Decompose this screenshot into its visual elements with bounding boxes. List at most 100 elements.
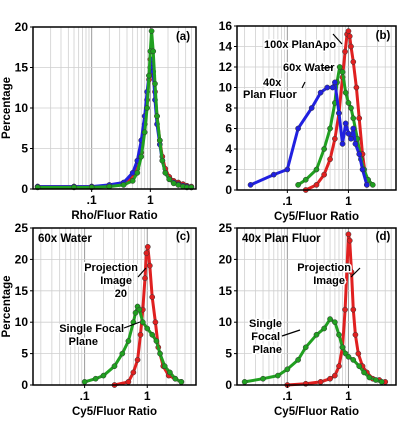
data-point — [148, 28, 155, 34]
y-tick-label: 0 — [225, 183, 232, 197]
data-point — [353, 84, 360, 91]
data-point — [342, 120, 349, 127]
data-point — [162, 169, 169, 176]
data-point — [329, 84, 336, 91]
data-point — [295, 357, 301, 363]
annotation-label: Single — [249, 318, 282, 330]
data-point — [359, 166, 366, 173]
annotation-label: 20 — [115, 288, 127, 300]
data-point — [345, 353, 352, 360]
data-point — [295, 125, 301, 132]
panel-title: 60x Water — [38, 233, 92, 245]
x-tick-label: .1 — [80, 389, 90, 403]
y-tick-label: 15 — [219, 284, 233, 298]
x-axis-label: Rho/Fluor Ratio — [71, 210, 157, 222]
leader-line — [332, 33, 343, 45]
data-point — [317, 379, 324, 385]
y-tick-label: 8 — [225, 101, 232, 115]
x-axis-label: Cy5/Fluor Ratio — [274, 406, 359, 418]
data-point — [136, 306, 143, 313]
data-point — [144, 243, 151, 250]
data-point — [130, 369, 137, 376]
y-tick-label: 6 — [225, 122, 232, 136]
data-point — [142, 275, 148, 282]
x-tick-label: .1 — [282, 194, 292, 208]
panel-b: 0 2 4 6 8 10 12 14 16 .1 1 Cy5/Fluor Ratio (b) 100x P… — [219, 19, 397, 223]
y-tick-label: 12 — [219, 60, 233, 74]
y-tick-label: 4 — [225, 142, 232, 156]
annotation-label: Plane — [253, 344, 282, 356]
data-point — [344, 262, 350, 269]
panel-label: (c) — [176, 231, 190, 243]
data-point — [152, 80, 158, 87]
data-point — [125, 379, 132, 385]
data-point — [363, 182, 370, 188]
data-point — [332, 372, 338, 379]
annotation-label: Projection — [297, 262, 351, 274]
data-point — [138, 153, 145, 160]
y-tick-label: 10 — [15, 101, 29, 115]
data-point — [345, 231, 352, 238]
data-point — [348, 105, 354, 111]
leader-line — [350, 267, 361, 278]
x-tick-label: 1 — [144, 389, 151, 403]
panel-label: (d) — [376, 231, 391, 243]
data-point — [241, 379, 248, 385]
plot-frame — [236, 227, 397, 386]
data-point — [348, 269, 355, 275]
y-tick-label: 15 — [15, 61, 29, 75]
data-point — [345, 100, 352, 106]
data-point — [152, 319, 159, 326]
annotation-label: Single Focal — [59, 323, 124, 335]
panel-label: (a) — [176, 31, 190, 43]
y-axis-label: Percentage — [1, 77, 13, 139]
annotation-label: 100x PlanApo — [264, 39, 336, 51]
annotation-label: Image — [100, 275, 132, 287]
data-point — [129, 178, 136, 184]
data-point — [346, 33, 353, 40]
data-point — [178, 379, 185, 385]
y-tick-label: 0 — [21, 378, 28, 392]
data-point — [156, 137, 163, 144]
y-tick-label: 0 — [21, 182, 28, 196]
data-point — [339, 69, 346, 75]
y-tick-label: 5 — [21, 347, 28, 361]
annotation-label: Image — [313, 275, 345, 287]
y-tick-label: 20 — [219, 252, 233, 266]
y-tick-label: 10 — [219, 315, 233, 329]
y-tick-label: 2 — [225, 163, 232, 177]
y-tick-label: 14 — [219, 40, 233, 54]
data-point — [146, 72, 152, 79]
data-point — [157, 350, 163, 357]
data-point — [366, 374, 373, 381]
data-point — [153, 338, 160, 344]
x-tick-label: .1 — [87, 193, 97, 207]
y-tick-label: 15 — [15, 284, 29, 298]
data-point — [327, 156, 333, 163]
data-point — [317, 89, 324, 96]
y-tick-label: 16 — [219, 19, 233, 33]
data-point — [132, 309, 139, 316]
data-point — [342, 306, 348, 313]
annotation-label: Plan Fluor — [243, 89, 298, 101]
data-point — [284, 166, 291, 173]
data-point — [161, 363, 168, 370]
data-point — [321, 146, 327, 152]
y-tick-label: 5 — [225, 347, 232, 361]
data-point — [324, 84, 331, 91]
data-point — [356, 151, 363, 157]
data-point — [144, 105, 150, 111]
data-point — [346, 237, 353, 244]
data-point — [154, 113, 160, 119]
x-tick-label: 1 — [345, 389, 352, 403]
annotation-label: Plane — [69, 336, 98, 348]
annotation-label: 60x Water — [283, 62, 335, 74]
data-point — [352, 141, 359, 147]
data-point — [369, 182, 376, 188]
data-point — [159, 157, 166, 164]
data-point — [313, 182, 320, 188]
data-point — [332, 79, 338, 86]
data-point — [302, 344, 309, 351]
leader-line — [321, 66, 334, 69]
panel-a: 0 5 10 15 20 .1 1 Rho/Fluor Ratio Percentage (a) — [1, 20, 197, 222]
